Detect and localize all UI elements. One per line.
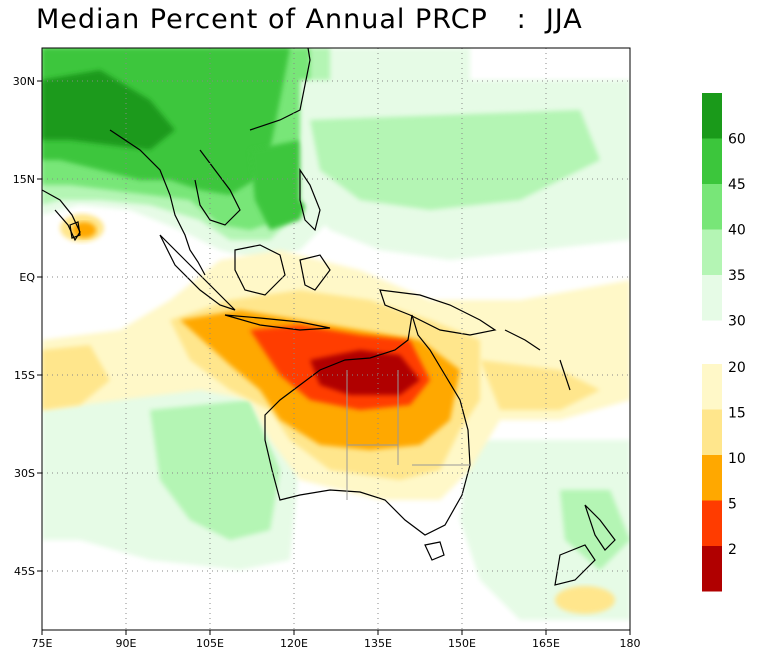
nz-pale-green-region xyxy=(560,490,630,570)
y-tick-label: 30N xyxy=(13,75,35,88)
pacific-pale-green-band xyxy=(310,110,600,210)
y-tick-label: 45S xyxy=(14,565,35,578)
tasmania-coastline xyxy=(424,541,445,561)
sulawesi-coastline xyxy=(299,254,331,291)
sumatra-coastline xyxy=(159,234,236,311)
colorbar-label: 5 xyxy=(728,497,737,513)
sri-lanka-orange-spot xyxy=(72,222,96,238)
colorbar-segment xyxy=(702,138,722,184)
x-tick-label: 90E xyxy=(116,637,137,650)
plot-frame xyxy=(41,47,631,631)
colorbar-segment xyxy=(702,93,722,139)
asia-dark-green-region xyxy=(42,70,175,150)
colorbar-segment xyxy=(702,275,722,321)
colorbar-label: 35 xyxy=(728,268,746,284)
colorbar-segment xyxy=(702,500,722,546)
sri-lanka-coastline xyxy=(69,221,81,239)
colorbar-label: 2 xyxy=(728,542,737,558)
x-tick-label: 180 xyxy=(620,637,641,650)
colorbar-segment xyxy=(702,455,722,501)
x-tick-label: 165E xyxy=(532,637,560,650)
china-coastline xyxy=(249,48,311,131)
y-tick-label: 15N xyxy=(13,173,35,186)
colorbar: 60 45 40 35 30 20 15 10 5 2 xyxy=(702,93,746,592)
philippines-coastline xyxy=(299,168,321,232)
colorbar-label: 20 xyxy=(728,360,746,376)
new-zealand-north-coastline xyxy=(584,504,616,551)
colorbar-label: 10 xyxy=(728,451,746,467)
colorbar-segment xyxy=(702,184,722,230)
x-axis: 75E 90E 105E 120E 135E 150E 165E 180 xyxy=(32,630,641,650)
precipitation-shading xyxy=(42,48,630,620)
south-yellow-spot xyxy=(555,586,615,614)
colorbar-label: 15 xyxy=(728,406,746,422)
colorbar-label: 40 xyxy=(728,223,746,239)
colorbar-segment xyxy=(702,409,722,455)
indochina-coastline xyxy=(194,149,241,226)
new-guinea-coastline xyxy=(379,289,497,336)
java-coastline xyxy=(224,314,331,331)
colorbar-segment xyxy=(702,546,722,592)
grid-lines xyxy=(42,48,630,630)
y-tick-label: EQ xyxy=(19,271,35,284)
new-zealand-south-coastline xyxy=(554,544,596,586)
x-tick-label: 105E xyxy=(196,637,224,650)
colorbar-label: 45 xyxy=(728,177,746,193)
colorbar-label: 60 xyxy=(728,132,746,148)
mainland-asia-coastline xyxy=(109,129,206,276)
map-title: Median Percent of Annual PRCP : JJA xyxy=(36,4,583,35)
x-tick-label: 120E xyxy=(280,637,308,650)
borneo-coastline xyxy=(234,244,286,296)
x-tick-label: 135E xyxy=(364,637,392,650)
y-tick-label: 15S xyxy=(14,369,35,382)
west-yellow-spot xyxy=(42,345,110,410)
tasman-green-region xyxy=(460,440,630,620)
coastlines xyxy=(42,48,616,586)
x-tick-label: 150E xyxy=(448,637,476,650)
dry-darkred-region xyxy=(310,350,420,395)
colorbar-label: 30 xyxy=(728,314,746,330)
x-tick-label: 75E xyxy=(32,637,53,650)
state-borders xyxy=(346,370,470,500)
y-tick-label: 30S xyxy=(14,467,35,480)
colorbar-segment xyxy=(702,229,722,275)
indian-ocean-pale-green-region xyxy=(150,400,280,540)
coral-sea-yellow-region xyxy=(480,360,600,410)
solomon-islands-coastline xyxy=(504,329,541,351)
colorbar-segment xyxy=(702,364,722,410)
y-axis: 30N 15N EQ 15S 30S 45S xyxy=(13,75,42,578)
vanuatu-coastline xyxy=(559,359,571,391)
australia-coastline xyxy=(264,314,471,536)
